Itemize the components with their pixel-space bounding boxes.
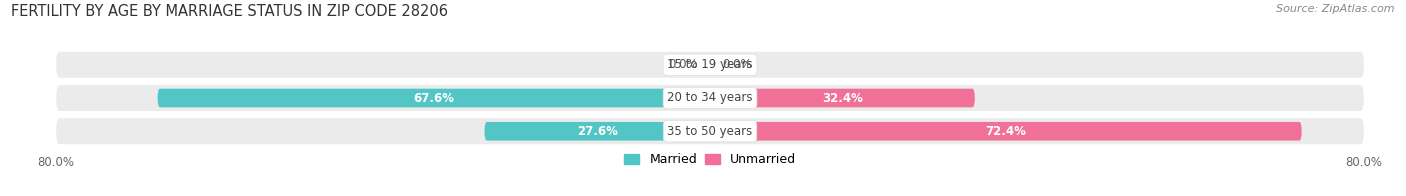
FancyBboxPatch shape [56,52,1364,78]
Text: 0.0%: 0.0% [668,58,697,71]
Text: 0.0%: 0.0% [723,58,752,71]
FancyBboxPatch shape [157,89,710,107]
Text: 32.4%: 32.4% [823,92,863,104]
FancyBboxPatch shape [710,89,974,107]
Text: Source: ZipAtlas.com: Source: ZipAtlas.com [1277,4,1395,14]
Text: 15 to 19 years: 15 to 19 years [668,58,752,71]
FancyBboxPatch shape [710,122,1302,141]
Text: 35 to 50 years: 35 to 50 years [668,125,752,138]
Text: 67.6%: 67.6% [413,92,454,104]
FancyBboxPatch shape [56,85,1364,111]
FancyBboxPatch shape [56,118,1364,144]
Text: 20 to 34 years: 20 to 34 years [668,92,752,104]
Text: FERTILITY BY AGE BY MARRIAGE STATUS IN ZIP CODE 28206: FERTILITY BY AGE BY MARRIAGE STATUS IN Z… [11,4,449,19]
Text: 72.4%: 72.4% [986,125,1026,138]
Legend: Married, Unmarried: Married, Unmarried [624,153,796,166]
FancyBboxPatch shape [485,122,710,141]
Text: 27.6%: 27.6% [576,125,617,138]
